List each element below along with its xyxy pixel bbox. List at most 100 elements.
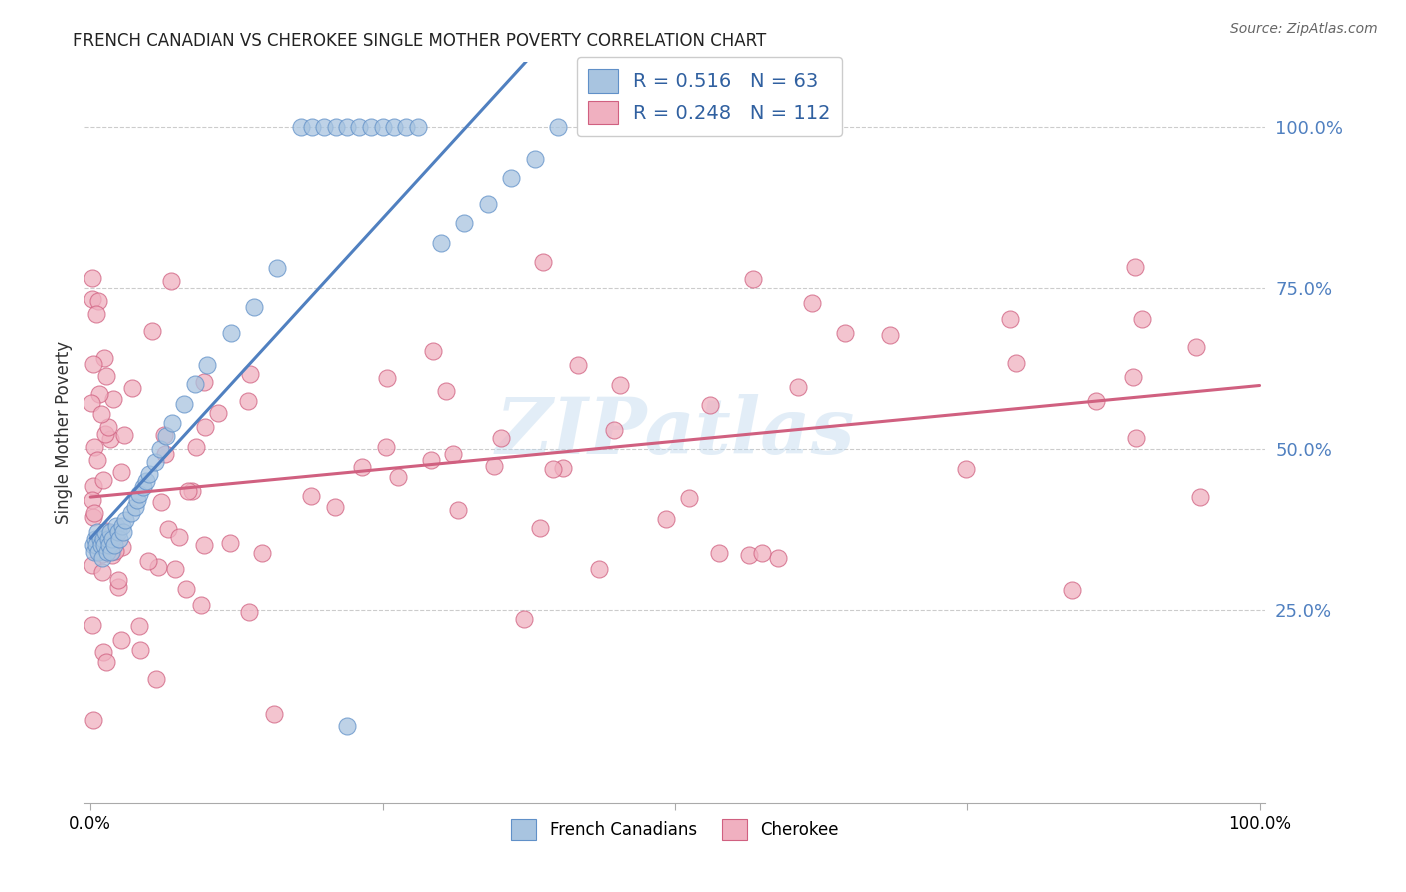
Point [553, 461, 575, 475]
Point [998, 311, 1021, 326]
Point [149, 442, 172, 456]
Point [91, 645, 114, 659]
Point [184, 377, 207, 392]
Point [543, 462, 565, 476]
Point [100, 548, 122, 562]
Point [453, 216, 475, 230]
Point [114, 512, 136, 526]
Point [86, 452, 108, 467]
Point [129, 642, 152, 657]
Point [352, 460, 374, 475]
Point [547, 120, 569, 134]
Point [382, 120, 405, 134]
Point [609, 378, 631, 392]
Point [83, 545, 105, 559]
Point [207, 406, 229, 420]
Point [82, 479, 104, 493]
Point [738, 549, 761, 563]
Point [98, 525, 121, 540]
Point [159, 274, 181, 288]
Point [678, 491, 700, 506]
Point [84, 538, 107, 552]
Point [91, 532, 114, 546]
Point [482, 459, 505, 474]
Point [90, 407, 112, 421]
Point [96, 545, 118, 559]
Point [190, 598, 212, 612]
Point [193, 538, 215, 552]
Point [155, 447, 177, 461]
Point [801, 296, 824, 310]
Point [1130, 311, 1153, 326]
Point [1004, 356, 1026, 370]
Point [1060, 583, 1083, 598]
Point [86, 307, 108, 321]
Point [96, 368, 118, 383]
Point [103, 538, 125, 552]
Point [489, 431, 512, 445]
Point [501, 171, 523, 186]
Point [955, 461, 977, 475]
Point [91, 473, 114, 487]
Point [588, 562, 610, 576]
Point [567, 358, 589, 372]
Point [83, 440, 105, 454]
Point [709, 546, 731, 560]
Point [266, 261, 288, 276]
Point [513, 612, 536, 626]
Point [110, 540, 132, 554]
Point [173, 397, 195, 411]
Point [523, 152, 546, 166]
Point [236, 393, 259, 408]
Point [83, 506, 105, 520]
Point [263, 706, 285, 721]
Point [430, 235, 453, 250]
Point [146, 560, 169, 574]
Point [312, 120, 335, 134]
Point [104, 544, 127, 558]
Text: Source: ZipAtlas.com: Source: ZipAtlas.com [1230, 22, 1378, 37]
Point [91, 547, 114, 561]
Text: FRENCH CANADIAN VS CHEROKEE SINGLE MOTHER POVERTY CORRELATION CHART: FRENCH CANADIAN VS CHEROKEE SINGLE MOTHE… [73, 32, 766, 50]
Point [93, 538, 115, 552]
Point [82, 558, 104, 572]
Point [97, 532, 120, 546]
Point [120, 506, 142, 520]
Point [177, 483, 200, 498]
Point [82, 510, 104, 524]
Point [654, 512, 676, 526]
Point [80, 492, 103, 507]
Point [879, 328, 901, 343]
Point [90, 551, 112, 566]
Y-axis label: Single Mother Poverty: Single Mother Poverty [55, 341, 73, 524]
Point [441, 447, 464, 461]
Point [529, 521, 551, 535]
Point [128, 487, 150, 501]
Point [96, 655, 118, 669]
Point [101, 543, 124, 558]
Point [83, 532, 105, 546]
Point [86, 525, 108, 540]
Point [301, 120, 323, 134]
Point [94, 427, 117, 442]
Point [699, 398, 721, 412]
Point [107, 525, 129, 540]
Point [128, 619, 150, 633]
Point [751, 546, 773, 560]
Point [103, 392, 125, 406]
Point [834, 326, 856, 340]
Point [167, 530, 190, 544]
Point [163, 562, 186, 576]
Point [193, 420, 215, 434]
Point [89, 532, 111, 546]
Point [112, 428, 135, 442]
Point [336, 718, 359, 732]
Point [155, 429, 177, 443]
Point [141, 324, 163, 338]
Point [111, 519, 134, 533]
Point [360, 120, 382, 134]
Point [181, 484, 204, 499]
Point [80, 396, 103, 410]
Point [156, 522, 179, 536]
Point [1185, 340, 1208, 354]
